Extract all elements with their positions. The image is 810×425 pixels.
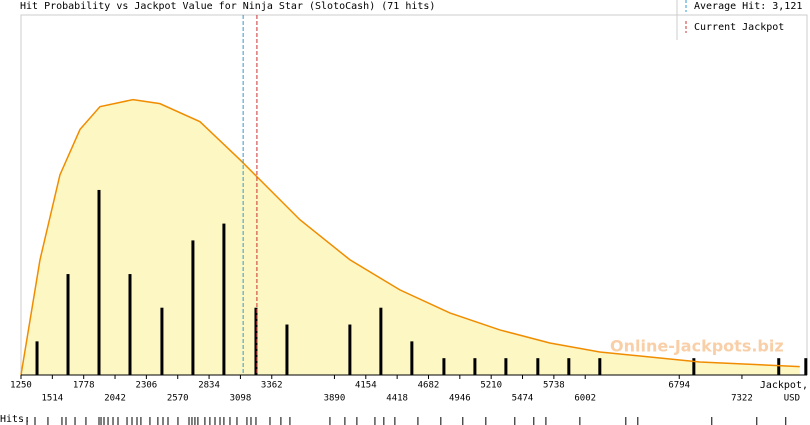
x-tick-label: 3362	[261, 381, 283, 391]
bar	[254, 307, 258, 375]
x-tick-label: 2834	[198, 381, 220, 391]
x-tick-label: 5738	[543, 381, 565, 391]
bar	[66, 274, 70, 375]
x-tick-label: 3098	[230, 394, 252, 404]
curve-line	[20, 98, 800, 376]
bar	[442, 358, 446, 375]
x-tick-label: 1778	[73, 381, 95, 391]
bar	[804, 358, 808, 375]
x-tick-label: 4154	[355, 381, 377, 391]
bar	[222, 223, 226, 375]
chart-title: Hit Probability vs Jackpot Value for Nin…	[20, 1, 435, 12]
legend-label: Average Hit: 3,121	[694, 1, 802, 12]
bar	[777, 358, 781, 375]
bar	[598, 358, 602, 375]
bar	[191, 240, 195, 375]
x-tick-label: 5210	[480, 381, 502, 391]
bar	[97, 189, 101, 375]
bar	[692, 358, 696, 375]
x-tick-label: 6002	[574, 394, 596, 404]
x-tick-label: 2042	[104, 394, 126, 404]
x-tick-label: 1250	[10, 381, 32, 391]
x-tick-label: 7322	[731, 394, 753, 404]
x-tick-label: 4682	[418, 381, 440, 391]
x-tick-label: 4946	[449, 394, 471, 404]
bar	[536, 358, 540, 375]
bar	[160, 307, 164, 375]
x-tick-label: 3890	[324, 394, 346, 404]
bar	[567, 358, 571, 375]
x-tick-label: 4418	[386, 394, 408, 404]
bar	[473, 358, 477, 375]
bar	[285, 324, 289, 375]
x-tick-label: 2570	[167, 394, 189, 404]
x-tick-label: 2306	[136, 381, 158, 391]
bar	[128, 274, 132, 375]
bar	[410, 341, 414, 375]
rug-label: Hits:	[0, 414, 30, 425]
bar	[35, 341, 39, 375]
legend-label: Current Jackpot	[694, 22, 784, 33]
x-tick-label: 6794	[668, 381, 690, 391]
bar	[379, 307, 383, 375]
x-tick-label: 5474	[512, 394, 534, 404]
bar	[348, 324, 352, 375]
curve-area	[21, 99, 800, 375]
x-tick-label: 1514	[42, 394, 64, 404]
watermark: Online-Jackpots.biz	[610, 337, 784, 356]
x-axis-label: Jackpot,	[760, 380, 808, 391]
x-axis-label: USD	[784, 394, 800, 404]
bar	[504, 358, 508, 375]
